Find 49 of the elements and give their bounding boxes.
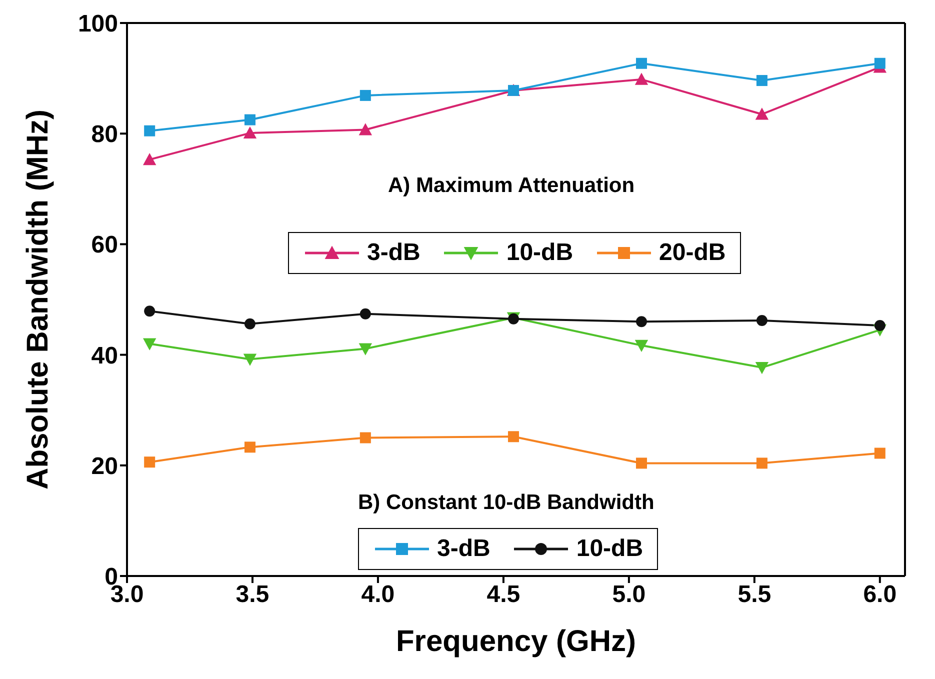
point	[360, 308, 371, 320]
x-tick-label: 3.5	[236, 581, 270, 608]
legend-label: 10-dB	[506, 239, 574, 267]
point	[874, 58, 886, 69]
legend-label: 20-dB	[659, 239, 726, 267]
point	[144, 456, 156, 468]
y-tick-label: 40	[91, 342, 118, 370]
point	[360, 432, 371, 444]
point	[634, 72, 648, 85]
point	[142, 152, 156, 166]
y-tick-label: 80	[91, 121, 118, 148]
x-tick-label: 5.5	[738, 581, 772, 608]
y-tick-label: 60	[91, 232, 118, 259]
point	[874, 448, 886, 459]
point	[636, 316, 647, 328]
x-tick-label: 6.0	[863, 581, 897, 608]
point	[358, 123, 372, 136]
point	[755, 362, 769, 374]
legend-label: 3-dB	[367, 239, 420, 267]
x-tick-label: 4.5	[486, 581, 520, 608]
point	[636, 58, 647, 69]
point	[144, 306, 156, 317]
point	[358, 343, 372, 356]
point	[755, 108, 769, 120]
x-axis-title: Frequency (GHz)	[396, 625, 636, 658]
y-tick-label: 100	[78, 10, 118, 38]
x-tick-label: 5.0	[612, 581, 646, 608]
y-tick-label: 20	[91, 452, 118, 480]
point	[756, 75, 768, 86]
point	[244, 442, 256, 453]
annotation: B) Constant 10-dB Bandwidth	[358, 491, 654, 515]
annotation: A) Maximum Attenuation	[388, 174, 635, 198]
point	[756, 315, 768, 326]
x-tick-label: 4.0	[361, 581, 395, 608]
point	[508, 431, 519, 442]
point	[756, 458, 768, 469]
point	[874, 320, 886, 331]
point	[634, 340, 648, 352]
y-axis-title: Absolute Bandwidth (MHz)	[22, 110, 55, 490]
point	[243, 126, 257, 139]
point	[636, 458, 647, 469]
point	[142, 338, 156, 350]
point	[244, 114, 256, 126]
point	[360, 90, 371, 101]
point	[144, 125, 156, 136]
legend-label: 10-dB	[576, 535, 644, 563]
legend-label: 3-dB	[437, 535, 490, 563]
point	[244, 318, 256, 330]
point	[243, 354, 257, 366]
